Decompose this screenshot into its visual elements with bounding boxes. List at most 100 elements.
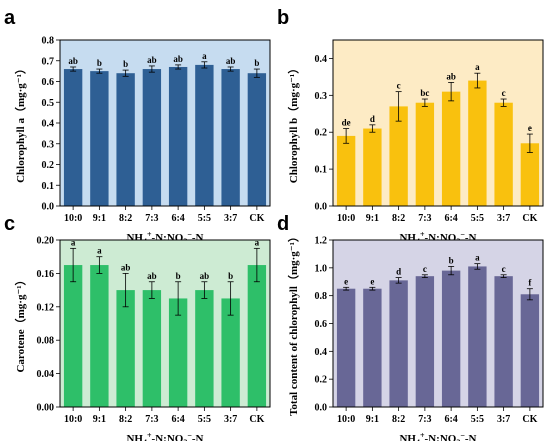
significance-label: a <box>255 237 260 247</box>
bar <box>90 71 109 206</box>
x-tick-label: 5:5 <box>471 213 484 224</box>
y-axis-title: Chlorophyll a（mg·g⁻¹） <box>14 63 27 183</box>
panel-letter: b <box>277 7 289 29</box>
panel-letter: a <box>4 7 16 29</box>
significance-label: a <box>475 253 480 263</box>
x-tick-label: 9:1 <box>366 414 379 425</box>
plot-frame <box>332 39 544 207</box>
y-tick-label: 0.1 <box>315 165 328 176</box>
y-tick-label: 0.3 <box>315 91 328 102</box>
panel-a: a ab 10:0 b 9:1 b 8:2 ab 7:3 ab 6:4 a 5:5 ab 3:7 b CK 0.0… <box>4 7 271 246</box>
x-tick-label: 6:4 <box>171 213 184 224</box>
y-tick-label: 0.6 <box>315 319 328 330</box>
x-tick-label: 5:5 <box>198 414 211 425</box>
y-tick-label: 0.16 <box>37 269 55 280</box>
x-tick-label: 9:1 <box>93 414 106 425</box>
significance-label: ab <box>446 71 456 81</box>
significance-label: e <box>370 276 374 286</box>
significance-label: c <box>423 264 427 274</box>
x-tick-label: 6:4 <box>444 414 457 425</box>
significance-label: ab <box>200 271 210 281</box>
x-axis-title-part: − <box>460 431 465 440</box>
x-tick-label: CK <box>522 213 537 224</box>
bar <box>494 276 513 407</box>
bar <box>389 106 408 206</box>
significance-label: e <box>344 276 348 286</box>
bar <box>415 102 435 206</box>
x-tick-label: 6:4 <box>171 414 184 425</box>
y-tick-label: 0.08 <box>37 336 55 347</box>
significance-label: b <box>123 59 128 69</box>
significance-label: ab <box>68 56 78 66</box>
x-tick-label: 9:1 <box>93 213 106 224</box>
significance-label: c <box>502 88 506 98</box>
x-axis-title-part: − <box>187 230 192 239</box>
bar <box>142 69 162 206</box>
x-tick-label: CK <box>249 414 264 425</box>
bar <box>247 265 267 407</box>
bar <box>63 69 83 206</box>
bar <box>389 280 408 407</box>
x-tick-label: 8:2 <box>392 213 405 224</box>
y-tick-label: 0.0 <box>315 403 328 414</box>
x-axis-title: NH4+-N:NO3−-N <box>126 431 203 441</box>
bar <box>520 143 540 206</box>
bar <box>520 294 540 407</box>
bar <box>441 270 461 407</box>
significance-label: ab <box>147 55 157 65</box>
bar <box>468 266 487 407</box>
x-tick-label: 3:7 <box>224 414 237 425</box>
bar <box>441 91 461 206</box>
bar <box>195 290 214 407</box>
x-axis-title-part: 3 <box>456 438 460 441</box>
x-tick-label: 8:2 <box>119 213 132 224</box>
plot-frame <box>59 239 271 408</box>
significance-label: ab <box>147 271 157 281</box>
bar <box>494 102 513 206</box>
y-tick-label: 0.3 <box>42 139 55 150</box>
y-tick-label: 0.4 <box>42 119 55 130</box>
x-tick-label: 9:1 <box>366 213 379 224</box>
y-axis-title: Carotene（mg·g⁻¹） <box>14 274 27 372</box>
y-axis-title: Chlorophyll b（mg·g⁻¹） <box>287 63 300 183</box>
y-tick-label: 0.4 <box>315 54 328 65</box>
x-axis-title-part: -N <box>192 232 204 244</box>
x-tick-label: 10:0 <box>337 213 355 224</box>
panel-letter: c <box>4 213 15 235</box>
x-axis-title-part: + <box>147 431 152 440</box>
significance-label: d <box>370 114 375 124</box>
bar <box>168 66 188 206</box>
y-tick-label: 0.2 <box>315 128 328 139</box>
x-tick-label: 8:2 <box>119 414 132 425</box>
significance-label: f <box>528 278 532 288</box>
panel-c: c a 10:0 a 9:1 ab 8:2 ab 7:3 b 6:4 ab 5:5 b 3:7 a CK 0.00… <box>4 213 271 441</box>
y-tick-label: 0.04 <box>37 369 55 380</box>
significance-label: b <box>176 271 181 281</box>
significance-label: a <box>97 246 102 256</box>
x-tick-label: 10:0 <box>64 213 82 224</box>
y-tick-label: 0.12 <box>37 302 55 313</box>
y-tick-label: 0.20 <box>37 236 55 247</box>
bar <box>195 64 214 207</box>
x-axis-title-part: -N <box>465 433 477 441</box>
x-axis-title-part: -N <box>465 232 477 244</box>
bar <box>336 288 356 407</box>
bar <box>247 73 267 206</box>
y-tick-label: 0.0 <box>42 202 55 213</box>
x-axis-title-part: -N:NO <box>152 433 184 441</box>
bar <box>415 276 435 407</box>
x-axis-title-part: 4 <box>416 438 420 441</box>
y-tick-label: 0.6 <box>42 77 55 88</box>
y-axis-title: Total content of chlorophyll（mg·g⁻¹） <box>287 231 300 416</box>
x-tick-label: 3:7 <box>497 213 510 224</box>
y-tick-label: 0.2 <box>315 375 328 386</box>
significance-label: b <box>228 271 233 281</box>
plot-frame <box>332 239 544 408</box>
x-axis-title-part: + <box>420 431 425 440</box>
x-axis-title-part: − <box>460 230 465 239</box>
x-tick-label: CK <box>522 414 537 425</box>
x-axis-title-part: − <box>187 431 192 440</box>
significance-label: ab <box>121 262 131 272</box>
bar <box>363 288 382 407</box>
